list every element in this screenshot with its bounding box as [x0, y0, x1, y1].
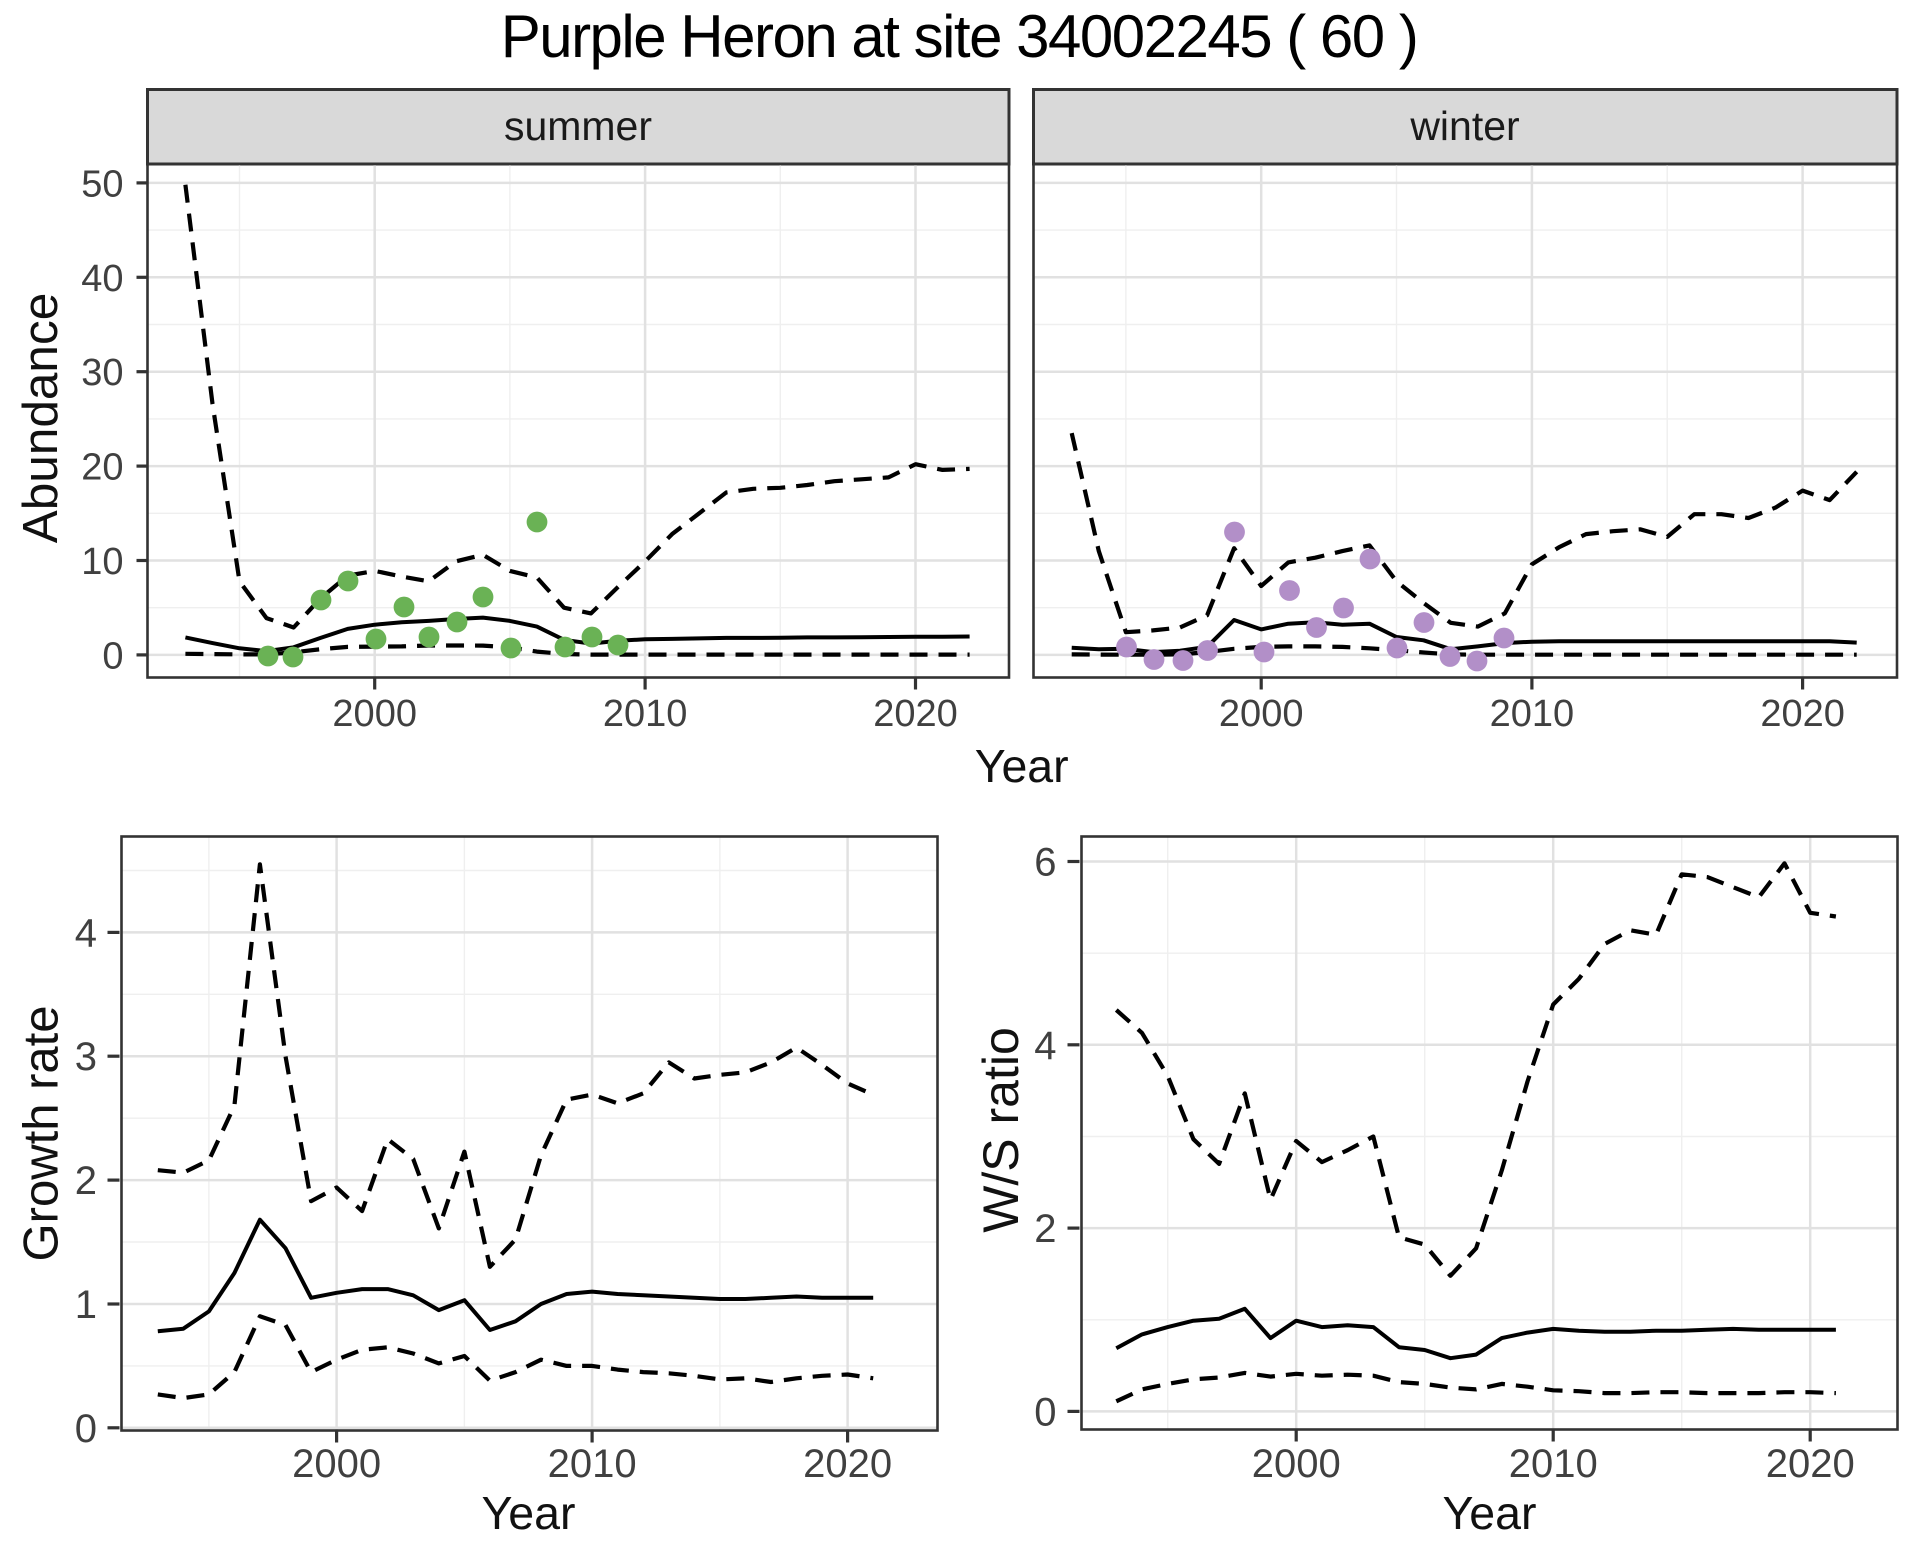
svg-text:20: 20 [81, 447, 123, 489]
svg-text:summer: summer [504, 103, 652, 149]
svg-text:Abundance: Abundance [13, 293, 68, 543]
svg-text:Growth rate: Growth rate [15, 1006, 69, 1262]
svg-text:40: 40 [81, 258, 123, 300]
svg-text:2010: 2010 [1509, 1442, 1598, 1486]
svg-text:2010: 2010 [603, 693, 688, 735]
svg-text:0: 0 [75, 1407, 97, 1451]
svg-text:50: 50 [81, 163, 123, 205]
svg-text:4: 4 [75, 911, 97, 955]
svg-text:Purple Heron at site 34002245: Purple Heron at site 34002245 ( 60 ) [501, 3, 1418, 70]
svg-text:winter: winter [1409, 103, 1519, 149]
svg-text:0: 0 [102, 635, 123, 677]
svg-text:3: 3 [75, 1035, 97, 1079]
svg-text:Year: Year [1443, 1487, 1537, 1539]
svg-text:2010: 2010 [1490, 693, 1575, 735]
svg-text:1: 1 [75, 1283, 97, 1327]
svg-text:2020: 2020 [1766, 1442, 1855, 1486]
svg-text:2000: 2000 [1219, 693, 1304, 735]
svg-text:0: 0 [1034, 1390, 1056, 1434]
svg-text:6: 6 [1034, 841, 1056, 885]
svg-text:2020: 2020 [873, 693, 958, 735]
svg-text:2010: 2010 [548, 1442, 637, 1486]
svg-text:2020: 2020 [1760, 693, 1845, 735]
svg-text:2000: 2000 [332, 693, 417, 735]
svg-text:2000: 2000 [1252, 1442, 1341, 1486]
svg-text:4: 4 [1034, 1024, 1056, 1068]
svg-text:Year: Year [482, 1487, 576, 1539]
svg-text:2020: 2020 [803, 1442, 892, 1486]
svg-text:Year: Year [975, 740, 1069, 792]
svg-text:W/S ratio: W/S ratio [973, 1027, 1029, 1233]
svg-text:2: 2 [75, 1159, 97, 1203]
svg-text:10: 10 [81, 541, 123, 583]
svg-text:30: 30 [81, 352, 123, 394]
svg-text:2000: 2000 [292, 1442, 381, 1486]
svg-text:2: 2 [1034, 1207, 1056, 1251]
